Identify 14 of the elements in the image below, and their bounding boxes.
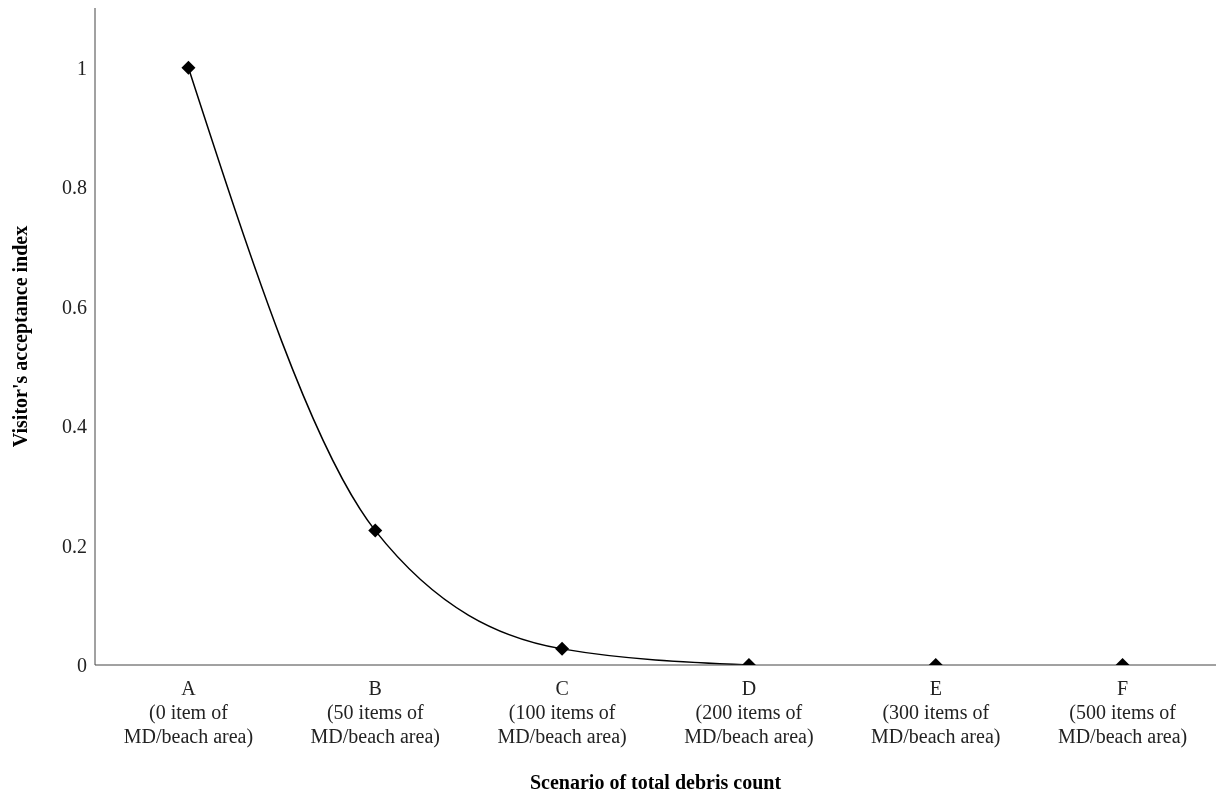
- y-tick-label: 0.2: [62, 534, 87, 557]
- x-tick-label: B (50 items of MD/beach area): [310, 677, 440, 748]
- y-tick-label: 0: [77, 654, 87, 677]
- y-axis-title: Visitor's acceptance index: [9, 225, 33, 448]
- x-tick-label: D (200 items of MD/beach area): [684, 677, 814, 748]
- y-tick-label: 0.4: [62, 415, 87, 438]
- y-tick-label: 0.6: [62, 295, 87, 318]
- x-tick-label: E (300 items of MD/beach area): [871, 677, 1001, 748]
- x-axis-title: Scenario of total debris count: [529, 771, 782, 789]
- x-tick-label: F (500 items of MD/beach area): [1057, 677, 1188, 748]
- y-tick-label: 0.8: [62, 176, 87, 199]
- x-tick-label: C (100 items of MD/beach area): [497, 677, 627, 748]
- y-tick-label: 1: [77, 56, 87, 79]
- x-tick-label: A (0 item of MD/beach area): [123, 677, 254, 748]
